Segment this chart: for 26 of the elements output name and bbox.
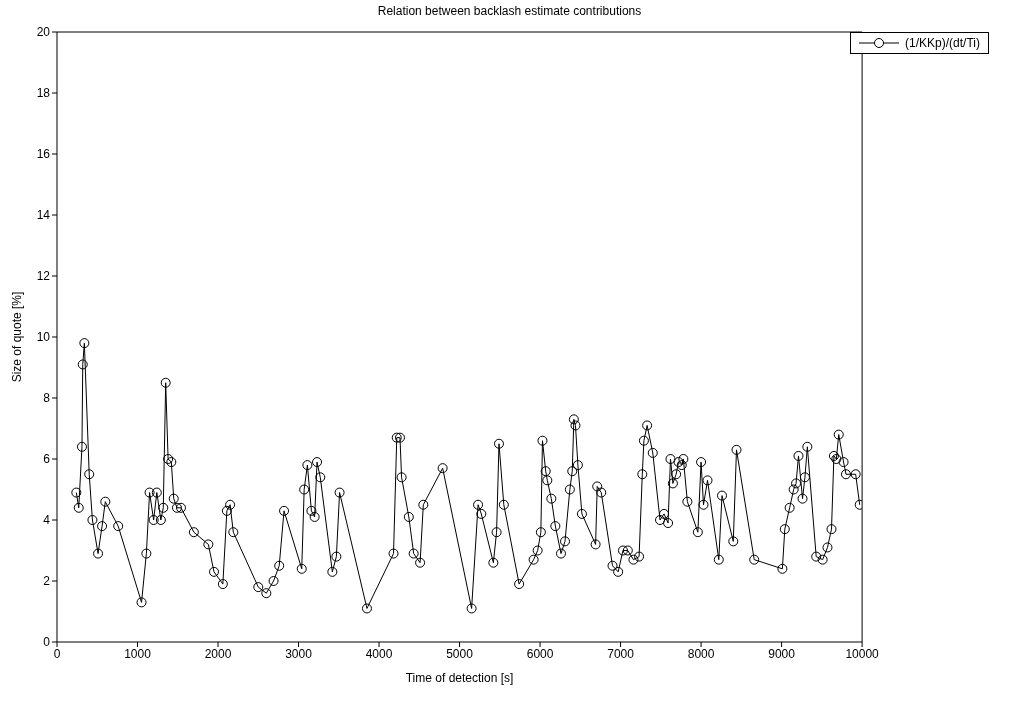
x-tick-label: 5000 bbox=[446, 646, 474, 661]
y-axis-title: Size of quote [%] bbox=[10, 291, 25, 383]
chart-title: Relation between backlash estimate contributions bbox=[376, 4, 643, 18]
x-tick-label: 0 bbox=[53, 646, 61, 661]
y-tick-label: 0 bbox=[43, 635, 51, 650]
y-tick-label: 12 bbox=[36, 269, 51, 284]
x-tick-label: 4000 bbox=[365, 646, 393, 661]
y-tick-label: 18 bbox=[36, 86, 51, 101]
y-tick-label: 2 bbox=[43, 574, 51, 589]
x-tick-label: 1000 bbox=[124, 646, 152, 661]
x-tick-label: 9000 bbox=[768, 646, 796, 661]
x-tick-label: 7000 bbox=[607, 646, 635, 661]
legend-label: (1/KKp)/(dt/Ti) bbox=[905, 36, 980, 50]
y-tick-label: 4 bbox=[43, 513, 51, 528]
y-tick-label: 8 bbox=[43, 391, 51, 406]
y-tick-label: 10 bbox=[36, 330, 51, 345]
x-tick-label: 8000 bbox=[687, 646, 715, 661]
x-axis-title: Time of detection [s] bbox=[405, 671, 514, 685]
y-tick-label: 14 bbox=[36, 208, 51, 223]
x-tick-label: 2000 bbox=[204, 646, 232, 661]
x-tick-label: 10000 bbox=[845, 646, 880, 661]
y-tick-label: 6 bbox=[43, 452, 51, 467]
x-tick-label: 3000 bbox=[285, 646, 313, 661]
y-tick-label: 20 bbox=[36, 25, 51, 40]
y-tick-label: 16 bbox=[36, 147, 51, 162]
x-tick-label: 6000 bbox=[526, 646, 554, 661]
